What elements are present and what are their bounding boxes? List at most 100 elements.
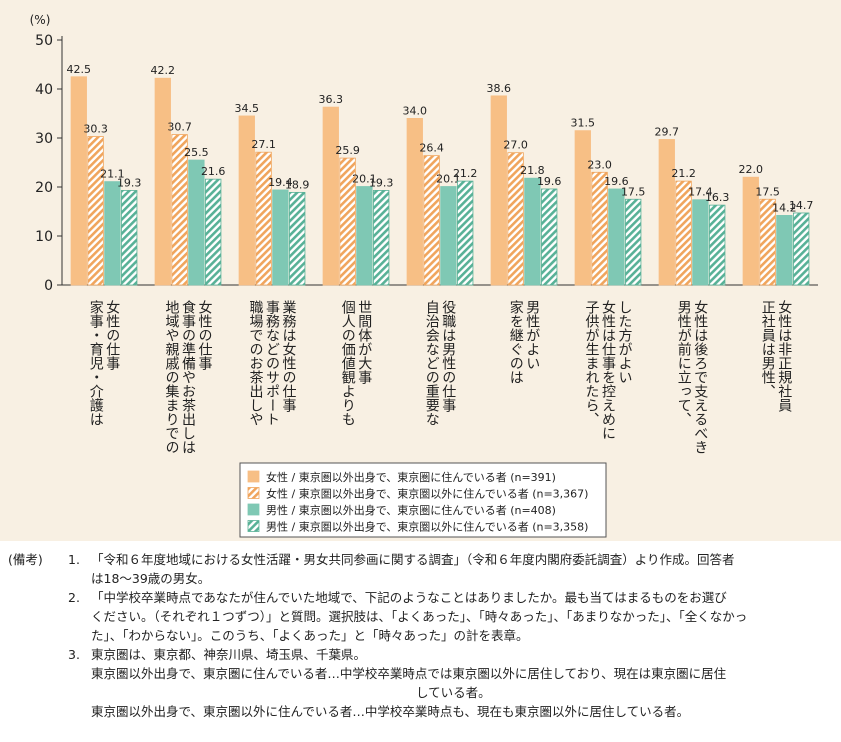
category-label: 子供が生まれたら、 [584, 300, 600, 426]
bar [574, 130, 591, 286]
bar [87, 136, 104, 286]
bar [171, 134, 188, 286]
category-label: 女性の仕事 [197, 299, 213, 370]
bar [742, 176, 759, 286]
bar [591, 171, 608, 286]
bar [692, 199, 709, 286]
legend-swatch [247, 470, 260, 483]
bar [205, 178, 222, 286]
category-label: 事務などのサポート [264, 300, 280, 426]
y-tick-label: 10 [35, 229, 53, 245]
category-label: 男性がよい [524, 300, 540, 370]
note-text: 「令和６年度地域における女性活躍・男女共同参画に関する調査」（令和６年度内閣府委… [91, 552, 735, 567]
bar [289, 191, 306, 286]
bar [625, 198, 642, 286]
data-label: 31.5 [571, 117, 596, 130]
data-label: 22.0 [739, 163, 764, 176]
bar [339, 157, 356, 286]
bar [406, 118, 423, 286]
data-label: 19.4 [268, 176, 293, 189]
data-label: 17.5 [755, 185, 780, 198]
category-label: 女性の仕事 [104, 299, 120, 370]
data-label: 27.0 [503, 139, 528, 152]
bar [356, 186, 373, 286]
bar [238, 115, 255, 286]
bar [608, 188, 625, 286]
data-label: 18.9 [285, 178, 310, 191]
data-label: 36.3 [319, 93, 344, 106]
category-label: 家事・育児・介護は [88, 299, 104, 426]
data-label: 42.2 [151, 64, 176, 77]
data-label: 34.0 [403, 104, 428, 117]
bar [457, 180, 474, 286]
bar [373, 190, 390, 286]
chart-panel: 0 10 20 30 40 50 (%) 42.5 30.3 21.1 19.3 女性の仕事 家事・育児… [0, 0, 841, 541]
category-label: 女性は非正規社員 [776, 299, 792, 412]
bar [188, 159, 205, 286]
definition-text: 東京圏以外出身で、東京圏以外に住んでいる者…中学校卒業時点も、現在も東京圏以外に… [91, 704, 690, 719]
bar [423, 155, 440, 286]
bar [675, 180, 692, 286]
data-label: 20.1 [352, 173, 377, 186]
data-label: 17.5 [621, 185, 646, 198]
category-label: 自治会などの重要な [424, 300, 440, 426]
data-label: 21.6 [201, 165, 226, 178]
bar [440, 186, 457, 286]
bar [272, 189, 289, 286]
note-text: た」、「わからない」。このうち、「よくあった」と「時々あった」の計を表章。 [91, 628, 529, 643]
legend-entry: 男性 / 東京圏以外出身で、東京圏以外に住んでいる者 (n=3,358) [266, 520, 588, 534]
category-label: 男性が前に立って、 [676, 300, 692, 426]
data-label: 21.2 [671, 167, 696, 180]
y-axis-unit: (%) [30, 13, 51, 27]
legend-entry: 女性 / 東京圏以外出身で、東京圏に住んでいる者 (n=391) [266, 470, 556, 484]
note-text: 「中学校卒業時点であなたが住んでいた地域で、下記のようなことはありましたか。最も… [91, 590, 727, 605]
data-label: 19.3 [117, 176, 142, 189]
data-label: 19.3 [369, 176, 394, 189]
data-label: 19.6 [604, 175, 629, 188]
category-label: 正社員は男性、 [760, 300, 776, 398]
note-number: 3. [68, 647, 80, 662]
data-label: 30.7 [167, 121, 192, 134]
legend-swatch [247, 487, 260, 499]
data-label: 21.1 [100, 168, 125, 181]
data-label: 26.4 [419, 142, 444, 155]
data-label: 21.2 [453, 167, 478, 180]
note-number: 1. [68, 552, 80, 567]
data-label: 23.0 [587, 158, 612, 171]
data-label: 30.3 [83, 123, 108, 136]
legend-entry: 男性 / 東京圏以外出身で、東京圏に住んでいる者 (n=408) [266, 503, 556, 517]
category-label: 職場でのお茶出しや [248, 300, 264, 426]
bar [793, 212, 810, 286]
category-label: 役職は男性の仕事 [440, 300, 456, 412]
data-label: 21.8 [520, 164, 545, 177]
bar [154, 77, 171, 286]
data-label: 27.1 [251, 138, 276, 151]
data-label: 38.6 [487, 82, 512, 95]
bar [541, 188, 558, 286]
data-label: 29.7 [655, 125, 680, 138]
bar [322, 106, 339, 286]
data-label: 14.2 [772, 201, 797, 214]
data-label: 20.1 [436, 173, 461, 186]
legend-swatch [247, 503, 260, 516]
category-label: 地域や親戚の集まりでの [164, 300, 180, 454]
category-label: した方がよい [617, 300, 633, 384]
category-label: 世間体が大事 [356, 300, 372, 384]
note-text: ください。（それぞれ１つずつ）」と質問。選択肢は、「よくあった」、「時々あった」… [91, 609, 748, 624]
legend-swatch [247, 520, 260, 532]
bar [759, 198, 776, 286]
notes-label: (備考) [8, 552, 43, 567]
category-label: 個人の価値観よりも [340, 300, 356, 426]
data-label: 42.5 [67, 63, 92, 76]
bar [70, 76, 87, 286]
data-label: 17.4 [688, 186, 713, 199]
category-label: 女性は仕事を控えめに [600, 299, 616, 440]
category-label: 食事の準備やお茶出しは [180, 299, 196, 454]
y-tick-label: 40 [35, 82, 53, 98]
data-label: 25.5 [184, 146, 209, 159]
y-tick-label: 30 [35, 131, 53, 147]
data-label: 14.7 [789, 199, 814, 212]
data-label: 25.9 [335, 144, 360, 157]
category-label: 家を継ぐのは [508, 299, 524, 384]
note-text: は18～39歳の男女。 [91, 571, 211, 586]
